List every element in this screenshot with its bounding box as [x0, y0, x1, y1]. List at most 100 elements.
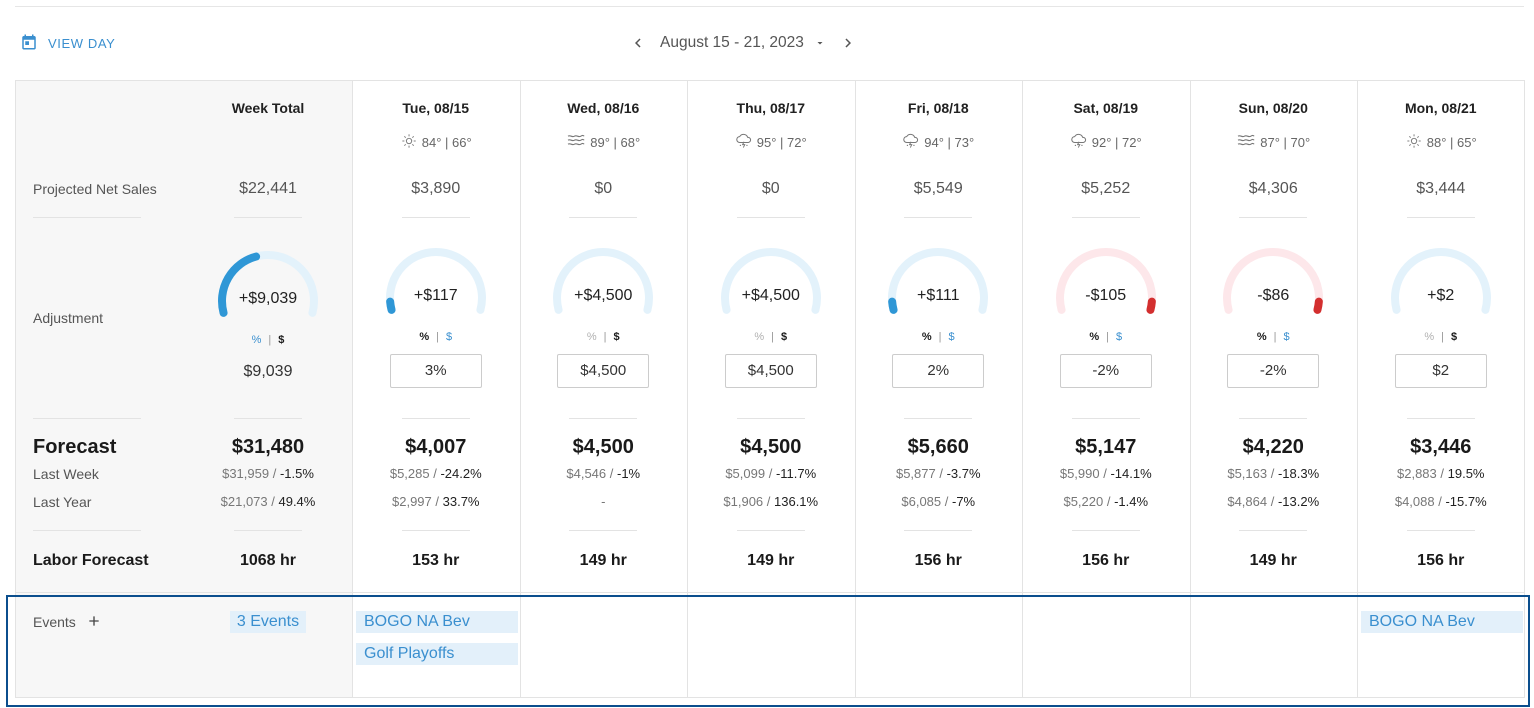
next-week-button[interactable] [830, 28, 866, 58]
divider [33, 217, 141, 218]
events-divider [1022, 592, 1190, 593]
storm-icon [735, 133, 753, 152]
event-tag[interactable]: Golf Playoffs [356, 643, 518, 665]
day-last-week: $5,285 / -24.2% [389, 466, 482, 481]
day-unit-toggle: % | $ [922, 331, 955, 343]
percent-toggle[interactable]: % [921, 331, 932, 343]
day-adjustment-input[interactable]: $4,500 [724, 354, 817, 388]
day-adjustment-value: +$4,500 [741, 287, 800, 304]
date-range-dropdown[interactable]: August 15 - 21, 2023 [660, 34, 826, 52]
day-temperatures: 92° | 72° [1091, 135, 1142, 150]
percent-toggle[interactable]: % [1424, 331, 1435, 343]
event-tag[interactable]: BOGO NA Bev [1361, 611, 1523, 633]
week-events-badge[interactable]: 3 Events [230, 611, 306, 633]
dollar-toggle[interactable]: $ [278, 334, 285, 346]
last-year-label: Last Year [33, 494, 92, 510]
caret-down-icon [817, 42, 823, 45]
day-temperatures: 95° | 72° [756, 135, 807, 150]
day-last-year: $2,997 / 33.7% [392, 494, 480, 509]
percent-toggle[interactable]: % [586, 331, 597, 343]
dollar-toggle[interactable]: $ [613, 331, 620, 343]
percent-toggle[interactable]: % [1089, 331, 1100, 343]
day-labor-forecast: 156 hr [1417, 552, 1465, 569]
day-last-week: $5,877 / -3.7% [895, 466, 981, 481]
day-adjustment-input[interactable]: -2% [1059, 354, 1152, 388]
day-adjustment-input[interactable]: -2% [1227, 354, 1320, 388]
gauge-arc [1390, 248, 1491, 314]
event-tag[interactable]: BOGO NA Bev [356, 611, 518, 633]
day-adjustment-input[interactable]: $4,500 [557, 354, 650, 388]
percent-toggle[interactable]: % [1256, 331, 1267, 343]
column-divider [687, 81, 688, 697]
events-divider [519, 592, 687, 593]
day-adjustment-gauge: -$86 [1218, 243, 1328, 318]
dollar-toggle[interactable]: $ [1283, 331, 1290, 343]
day-adjustment-value: +$4,500 [574, 287, 633, 304]
day-unit-toggle: % | $ [754, 331, 787, 343]
divider [1406, 217, 1475, 218]
day-adjustment-input[interactable]: $2 [1394, 354, 1487, 388]
dollar-toggle[interactable]: $ [1451, 331, 1458, 343]
divider [904, 418, 973, 419]
view-day-button[interactable]: VIEW DAY [20, 33, 115, 54]
toggle-separator: | [1441, 331, 1445, 343]
gauge-arc [553, 248, 654, 314]
day-temperatures: 84° | 66° [421, 135, 472, 150]
divider [401, 530, 470, 531]
forecast-grid: Projected Net Sales Adjustment Forecast … [15, 80, 1525, 698]
day-header: Thu, 08/17 [736, 100, 805, 116]
dollar-toggle[interactable]: $ [446, 331, 453, 343]
top-divider [15, 6, 1524, 7]
day-header: Sun, 08/20 [1238, 100, 1308, 116]
day-adjustment-input[interactable]: 2% [892, 354, 985, 388]
percent-toggle[interactable]: % [754, 331, 765, 343]
day-last-year: $1,906 / 136.1% [723, 494, 819, 509]
day-adjustment-value: -$105 [1085, 287, 1127, 304]
divider [736, 530, 805, 531]
day-forecast: $4,007 [405, 436, 467, 458]
dollar-toggle[interactable]: $ [1116, 331, 1123, 343]
day-weather: 88° | 65° [1405, 133, 1477, 152]
day-weather: 84° | 66° [400, 133, 472, 152]
toggle-separator: | [436, 331, 440, 343]
divider [569, 217, 638, 218]
dollar-toggle[interactable]: $ [781, 331, 788, 343]
chevron-right-icon [845, 38, 851, 48]
week-total-last-year: $21,073 / 49.4% [220, 494, 316, 509]
divider [1239, 418, 1308, 419]
day-labor-forecast: 156 hr [914, 552, 962, 569]
column-divider [519, 81, 521, 697]
percent-toggle[interactable]: % [251, 334, 262, 346]
day-last-week: $5,163 / -18.3% [1227, 466, 1320, 481]
week-total-adjustment-value: +$9,039 [238, 290, 298, 307]
divider [401, 418, 470, 419]
divider [1239, 217, 1308, 218]
day-forecast: $3,446 [1410, 436, 1472, 458]
events-divider [1357, 592, 1525, 593]
previous-week-button[interactable] [620, 28, 656, 58]
divider [1406, 530, 1475, 531]
day-adjustment-gauge: +$117 [381, 243, 491, 318]
storm-icon [902, 133, 920, 152]
calendar-icon [20, 33, 38, 54]
day-adjustment-gauge: +$4,500 [548, 243, 658, 318]
add-event-button[interactable] [86, 613, 102, 634]
labor-forecast-label: Labor Forecast [33, 552, 149, 569]
day-adjustment-input[interactable]: 3% [389, 354, 482, 388]
day-adjustment-gauge: +$111 [883, 243, 993, 318]
divider [33, 418, 141, 419]
week-total-header: Week Total [231, 100, 305, 116]
fog-icon [566, 133, 586, 152]
adjustment-label: Adjustment [33, 310, 104, 326]
percent-toggle[interactable]: % [419, 331, 430, 343]
week-total-last-week: $31,959 / -1.5% [222, 466, 314, 481]
dollar-toggle[interactable]: $ [948, 331, 955, 343]
day-header: Fri, 08/18 [907, 100, 969, 116]
week-total-projected: $22,441 [239, 180, 297, 197]
day-last-week: $5,099 / -11.7% [725, 466, 817, 481]
day-labor-forecast: 153 hr [412, 552, 460, 569]
day-last-year: $4,864 / -13.2% [1227, 494, 1320, 509]
gauge-arc [720, 248, 821, 314]
day-labor-forecast: 149 hr [747, 552, 795, 569]
gauge-arc [888, 248, 989, 314]
